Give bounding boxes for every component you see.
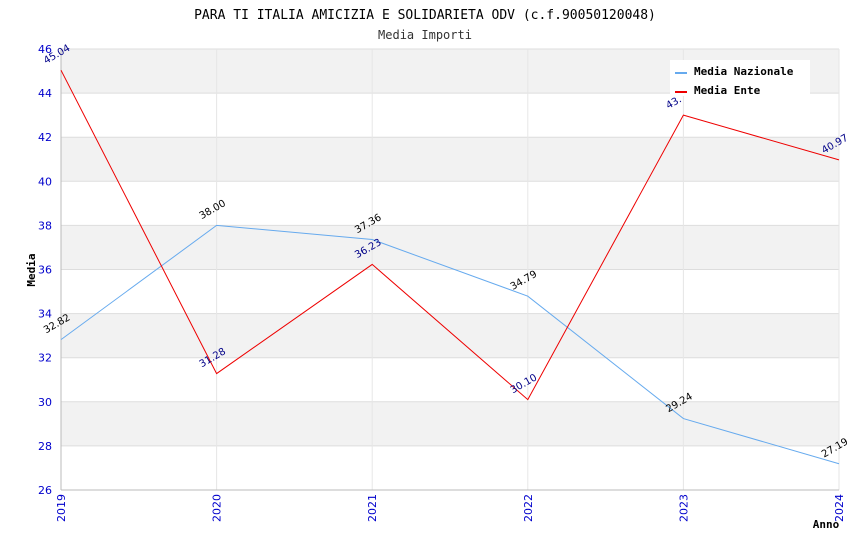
data-label: 38.00 bbox=[198, 198, 228, 222]
series-line-0 bbox=[60, 224, 840, 465]
chart-title: PARA TI ITALIA AMICIZIA E SOLIDARIETA OD… bbox=[194, 8, 656, 23]
grid-band bbox=[61, 401, 839, 446]
grid-band bbox=[61, 225, 839, 270]
y-tick-label: 36 bbox=[38, 264, 52, 277]
x-tick-label: 2022 bbox=[522, 494, 535, 522]
y-tick-label: 34 bbox=[38, 308, 52, 321]
y-tick-label: 32 bbox=[38, 352, 52, 365]
x-tick-label: 2021 bbox=[366, 494, 379, 522]
y-tick-label: 26 bbox=[38, 484, 52, 497]
plot-background bbox=[60, 48, 840, 491]
grid-band bbox=[61, 313, 839, 358]
y-tick-label: 28 bbox=[38, 440, 52, 453]
series-line-1 bbox=[60, 69, 840, 401]
legend-label-nazionale: Media Nazionale bbox=[694, 65, 794, 78]
x-axis-ticks: 2019 2020 2021 2022 2023 2024 bbox=[55, 494, 846, 522]
legend-label-ente: Media Ente bbox=[694, 84, 761, 97]
grid-band bbox=[61, 137, 839, 182]
y-tick-label: 30 bbox=[38, 396, 52, 409]
x-tick-label: 2023 bbox=[677, 494, 690, 522]
y-tick-label: 42 bbox=[38, 131, 52, 144]
y-tick-label: 38 bbox=[38, 219, 52, 232]
y-tick-label: 44 bbox=[38, 87, 52, 100]
y-axis-label: Media bbox=[25, 253, 38, 286]
y-tick-label: 46 bbox=[38, 43, 52, 56]
x-tick-label: 2020 bbox=[211, 494, 224, 522]
legend-box bbox=[670, 60, 810, 96]
legend: Media Nazionale Media Ente bbox=[670, 60, 810, 97]
y-axis-ticks: 26 28 30 32 34 36 38 40 42 44 46 bbox=[38, 43, 52, 497]
chart-subtitle: Media Importi bbox=[378, 28, 472, 42]
y-tick-label: 40 bbox=[38, 175, 52, 188]
x-axis-label: Anno bbox=[813, 518, 840, 531]
series-lines bbox=[60, 69, 840, 465]
data-label: 30.10 bbox=[509, 372, 539, 396]
data-label: 43. bbox=[664, 94, 683, 111]
x-tick-label: 2019 bbox=[55, 494, 68, 522]
data-label: 34.79 bbox=[509, 269, 539, 293]
x-tick-label: 2024 bbox=[833, 494, 846, 522]
